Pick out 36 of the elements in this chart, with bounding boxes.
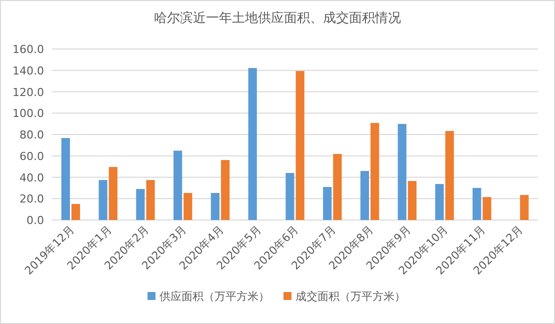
bar — [333, 154, 342, 220]
y-tick-label: 160.0 — [12, 43, 44, 56]
bar — [435, 184, 444, 220]
legend-label: 供应面积（万平方米） — [160, 290, 270, 303]
bar — [61, 138, 70, 220]
y-tick-label: 0.0 — [26, 214, 44, 227]
y-tick-label: 60.0 — [20, 150, 44, 163]
bar — [136, 189, 145, 220]
bar — [398, 124, 406, 220]
bar — [220, 160, 230, 220]
bar — [445, 130, 454, 220]
bar — [286, 172, 294, 220]
bar — [323, 186, 332, 220]
bar — [146, 180, 155, 220]
bar — [210, 192, 220, 220]
bar — [248, 68, 257, 220]
y-tick-label: 80.0 — [20, 128, 44, 142]
bar — [360, 170, 370, 220]
bar — [408, 180, 416, 220]
y-tick-label: 120.0 — [12, 86, 44, 99]
y-tick-label: 100.0 — [12, 107, 44, 120]
y-tick-label: 20.0 — [20, 192, 44, 206]
title: 哈尔滨近一年土地供应面积、成交面积情况 — [154, 11, 401, 26]
y-tick-label: 40.0 — [20, 171, 44, 184]
y-tick-label: 140.0 — [12, 64, 44, 78]
bar — [174, 150, 182, 220]
bar — [71, 204, 80, 220]
bar — [370, 122, 380, 220]
bar — [520, 194, 529, 220]
bar — [472, 188, 482, 220]
legend-label: 成交面积（万平方米） — [296, 290, 406, 303]
bar — [108, 166, 118, 220]
bar — [98, 180, 108, 220]
bar — [184, 192, 192, 220]
bar — [296, 71, 304, 220]
bar — [482, 197, 492, 220]
